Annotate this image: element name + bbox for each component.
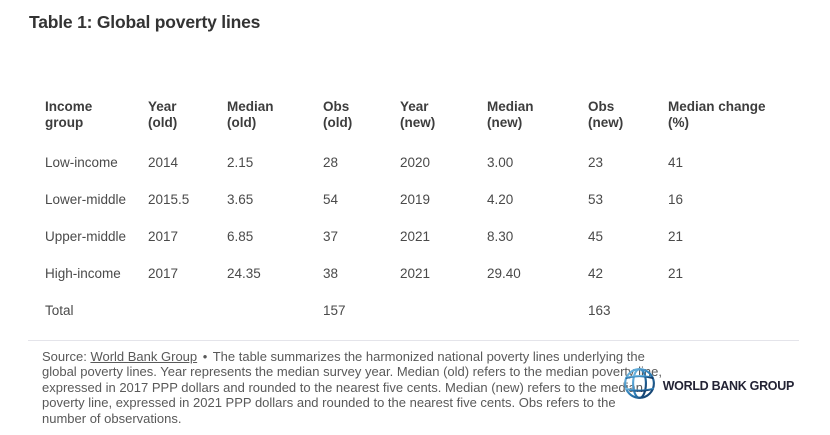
- header-row: Income group Year (old) Median (old) Obs…: [45, 99, 800, 144]
- column-header-median-new: Median (new): [487, 99, 534, 130]
- row-label-cell: Upper-middle: [45, 229, 127, 244]
- value-cell: 2019: [400, 192, 431, 207]
- value-cell: 21: [668, 266, 684, 281]
- column-header-median-change: Median change (%): [668, 99, 766, 130]
- value-cell: 28: [323, 155, 339, 170]
- table-row-high-income: High-income 2017 24.35 38 2021 29.40 42 …: [45, 255, 800, 292]
- value-cell: 3.65: [227, 192, 254, 207]
- value-cell: 53: [588, 192, 604, 207]
- source-note: Source: World Bank Group • The table sum…: [42, 349, 662, 426]
- value-cell: 2021: [400, 266, 431, 281]
- value-cell: 2014: [148, 155, 179, 170]
- value-cell: 2.15: [227, 155, 254, 170]
- value-cell: 38: [323, 266, 339, 281]
- value-cell: 2020: [400, 155, 431, 170]
- value-cell: 16: [668, 192, 684, 207]
- row-label-cell: Total: [45, 303, 74, 318]
- row-label-cell: High-income: [45, 266, 121, 281]
- table-row-low-income: Low-income 2014 2.15 28 2020 3.00 23 41: [45, 144, 800, 181]
- row-label-cell: Lower-middle: [45, 192, 127, 207]
- source-note-text: The table summarizes the harmonized nati…: [42, 349, 663, 426]
- separator-bullet: •: [202, 349, 208, 364]
- poverty-lines-table: Income group Year (old) Median (old) Obs…: [45, 99, 800, 329]
- value-cell: 21: [668, 229, 684, 244]
- value-cell: [668, 292, 800, 329]
- table-row-upper-middle: Upper-middle 2017 6.85 37 2021 8.30 45 2…: [45, 218, 800, 255]
- value-cell: 45: [588, 229, 604, 244]
- value-cell: 2021: [400, 229, 431, 244]
- value-cell: 163: [588, 303, 611, 318]
- column-header-year-new: Year (new): [400, 99, 436, 130]
- column-header-median-old: Median (old): [227, 99, 274, 130]
- value-cell: 37: [323, 229, 339, 244]
- value-cell: 2017: [148, 266, 179, 281]
- table-body: Low-income 2014 2.15 28 2020 3.00 23 41 …: [45, 144, 800, 329]
- value-cell: [227, 292, 323, 329]
- value-cell: 41: [668, 155, 684, 170]
- column-header-obs-old: Obs (old): [323, 99, 353, 130]
- value-cell: 42: [588, 266, 604, 281]
- column-header-income-group: Income group: [45, 99, 93, 130]
- table-row-total: Total 157 163: [45, 292, 800, 329]
- value-cell: [400, 292, 487, 329]
- table-row-lower-middle: Lower-middle 2015.5 3.65 54 2019 4.20 53…: [45, 181, 800, 218]
- value-cell: [487, 292, 588, 329]
- table-header: Income group Year (old) Median (old) Obs…: [45, 99, 800, 144]
- world-bank-group-logo[interactable]: WORLD BANK GROUP: [623, 367, 794, 405]
- value-cell: 6.85: [227, 229, 254, 244]
- value-cell: 3.00: [487, 155, 514, 170]
- column-header-year-old: Year (old): [148, 99, 178, 130]
- value-cell: 23: [588, 155, 604, 170]
- row-label-cell: Low-income: [45, 155, 118, 170]
- value-cell: [148, 292, 227, 329]
- value-cell: 54: [323, 192, 339, 207]
- value-cell: 157: [323, 303, 346, 318]
- column-header-obs-new: Obs (new): [588, 99, 624, 130]
- value-cell: 4.20: [487, 192, 514, 207]
- world-bank-group-wordmark: WORLD BANK GROUP: [662, 379, 795, 393]
- value-cell: 24.35: [227, 266, 261, 281]
- value-cell: 2017: [148, 229, 179, 244]
- value-cell: 2015.5: [148, 192, 190, 207]
- source-link[interactable]: World Bank Group: [90, 349, 198, 364]
- value-cell: 29.40: [487, 266, 521, 281]
- value-cell: 8.30: [487, 229, 514, 244]
- source-label: Source:: [42, 349, 87, 364]
- globe-icon: [623, 367, 656, 405]
- page-title: Table 1: Global poverty lines: [29, 12, 261, 32]
- footer-divider: [28, 340, 799, 341]
